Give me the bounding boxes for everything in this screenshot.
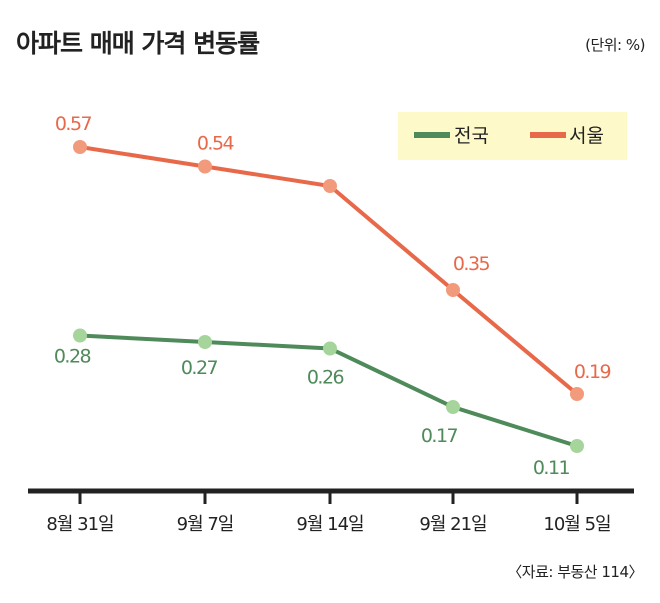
x-tick-label: 10월 5일 [543,514,610,535]
data-point [446,283,460,297]
x-tick-label: 8월 31일 [46,514,113,535]
chart-title: 아파트 매매 가격 변동률 [16,29,260,58]
series-seoul: 0.57 0.54 0.35 0.19 [55,113,612,401]
legend-label-seoul: 서울 [569,125,604,147]
legend-label-national: 전국 [454,125,489,147]
x-tick-label: 9월 14일 [296,514,363,535]
data-label: 0.54 [197,133,235,155]
x-tick-label: 9월 7일 [177,514,234,535]
data-point [570,387,584,401]
data-point [446,400,460,414]
data-label: 0.57 [55,113,92,135]
data-point [73,140,87,154]
data-point [570,439,584,453]
x-tick-label: 9월 21일 [419,514,486,535]
data-point [198,335,212,349]
data-label: 0.27 [181,357,218,379]
data-point [73,328,87,343]
source-note: 〈자료: 부동산 114〉 [507,563,643,581]
unit-note: (단위: %) [585,36,645,54]
data-label: 0.28 [54,346,91,368]
series-national: 0.28 0.27 0.26 0.17 0.11 [54,328,584,479]
data-label: 0.17 [421,425,458,447]
data-point [198,159,212,174]
data-label: 0.19 [574,361,611,383]
data-label: 0.11 [533,457,570,479]
data-point [323,179,337,193]
data-label: 0.26 [307,367,344,389]
data-point [323,341,337,356]
data-label: 0.35 [453,253,490,275]
